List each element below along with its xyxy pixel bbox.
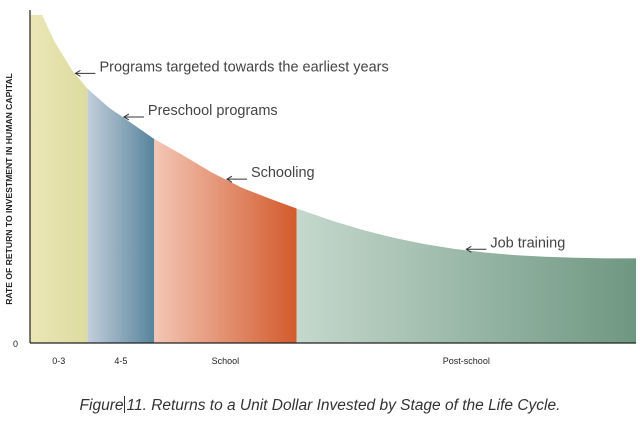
stage-label: 0-3 bbox=[52, 356, 65, 366]
annotation-arrowhead bbox=[122, 113, 130, 121]
stage-labels: 0-3 4-5 School Post-school bbox=[52, 356, 490, 366]
annotation-label: Schooling bbox=[251, 165, 315, 181]
stage-label: 4-5 bbox=[114, 356, 127, 366]
stage-label: School bbox=[212, 356, 240, 366]
returns-chart: RATE OF RETURN TO INVESTMENT IN HUMAN CA… bbox=[4, 10, 636, 366]
caption-text: 11. Returns to a Unit Dollar Invested by… bbox=[126, 397, 561, 414]
stage-band-post-school bbox=[296, 208, 636, 343]
stage-band-0-3 bbox=[30, 15, 88, 343]
annotation-label: Preschool programs bbox=[148, 103, 278, 119]
text-cursor bbox=[124, 396, 126, 413]
stage-band-4-5 bbox=[87, 88, 155, 343]
annotation: Schooling bbox=[225, 165, 315, 183]
stage-label: Post-school bbox=[443, 356, 490, 366]
annotation-label: Job training bbox=[490, 235, 565, 251]
annotation-arrowhead bbox=[465, 245, 472, 253]
y-axis-label: RATE OF RETURN TO INVESTMENT IN HUMAN CA… bbox=[4, 73, 14, 305]
annotation: Preschool programs bbox=[122, 103, 278, 121]
annotations: Programs targeted towards the earliest y… bbox=[74, 59, 565, 253]
annotation-arrowhead bbox=[74, 69, 81, 77]
annotation-label: Programs targeted towards the earliest y… bbox=[99, 59, 388, 75]
y-zero-tick-label: 0 bbox=[13, 339, 18, 349]
annotation-arrowhead bbox=[225, 175, 233, 183]
stage-bands bbox=[30, 15, 636, 343]
figure-caption: Figure 11. Returns to a Unit Dollar Inves… bbox=[0, 396, 640, 415]
annotation: Job training bbox=[465, 235, 565, 253]
caption-prefix: Figure bbox=[79, 397, 124, 414]
annotation: Programs targeted towards the earliest y… bbox=[74, 59, 389, 77]
stage-band-school bbox=[154, 138, 297, 343]
